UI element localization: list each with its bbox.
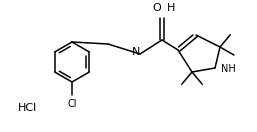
Text: HCl: HCl [18,103,37,113]
Text: O: O [152,3,161,13]
Text: H: H [167,3,175,13]
Text: N: N [132,47,140,57]
Text: NH: NH [221,64,236,74]
Text: Cl: Cl [67,99,77,109]
